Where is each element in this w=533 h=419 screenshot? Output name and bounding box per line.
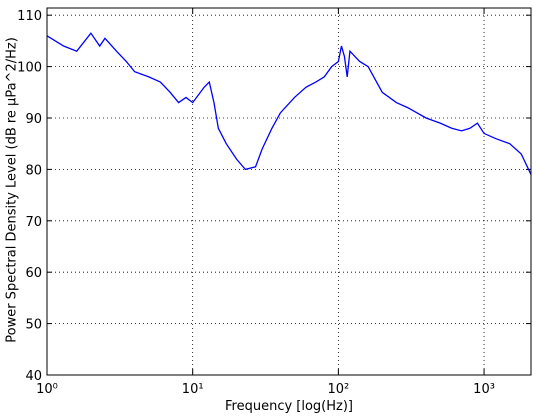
y-tick-label: 100 [17, 61, 42, 76]
data-line [46, 32, 532, 175]
y-tick-label: 50 [25, 318, 42, 333]
y-tick-label: 60 [25, 266, 42, 281]
x-tick-label: 10³ [473, 382, 495, 397]
x-axis-label: Frequency [log(Hz)] [225, 399, 353, 414]
y-tick-label: 110 [17, 9, 42, 24]
plot-frame [46, 7, 532, 376]
y-axis-label: Power Spectral Density Level (dB re µPa^… [5, 37, 20, 343]
x-tick-label: 10⁰ [36, 382, 58, 397]
x-tick-label: 10¹ [182, 382, 204, 397]
y-tick-label: 40 [25, 369, 42, 384]
y-tick-label: 80 [25, 163, 42, 178]
y-tick-label: 70 [25, 215, 42, 230]
y-tick-label: 90 [25, 112, 42, 127]
x-tick-label: 10² [327, 382, 349, 397]
